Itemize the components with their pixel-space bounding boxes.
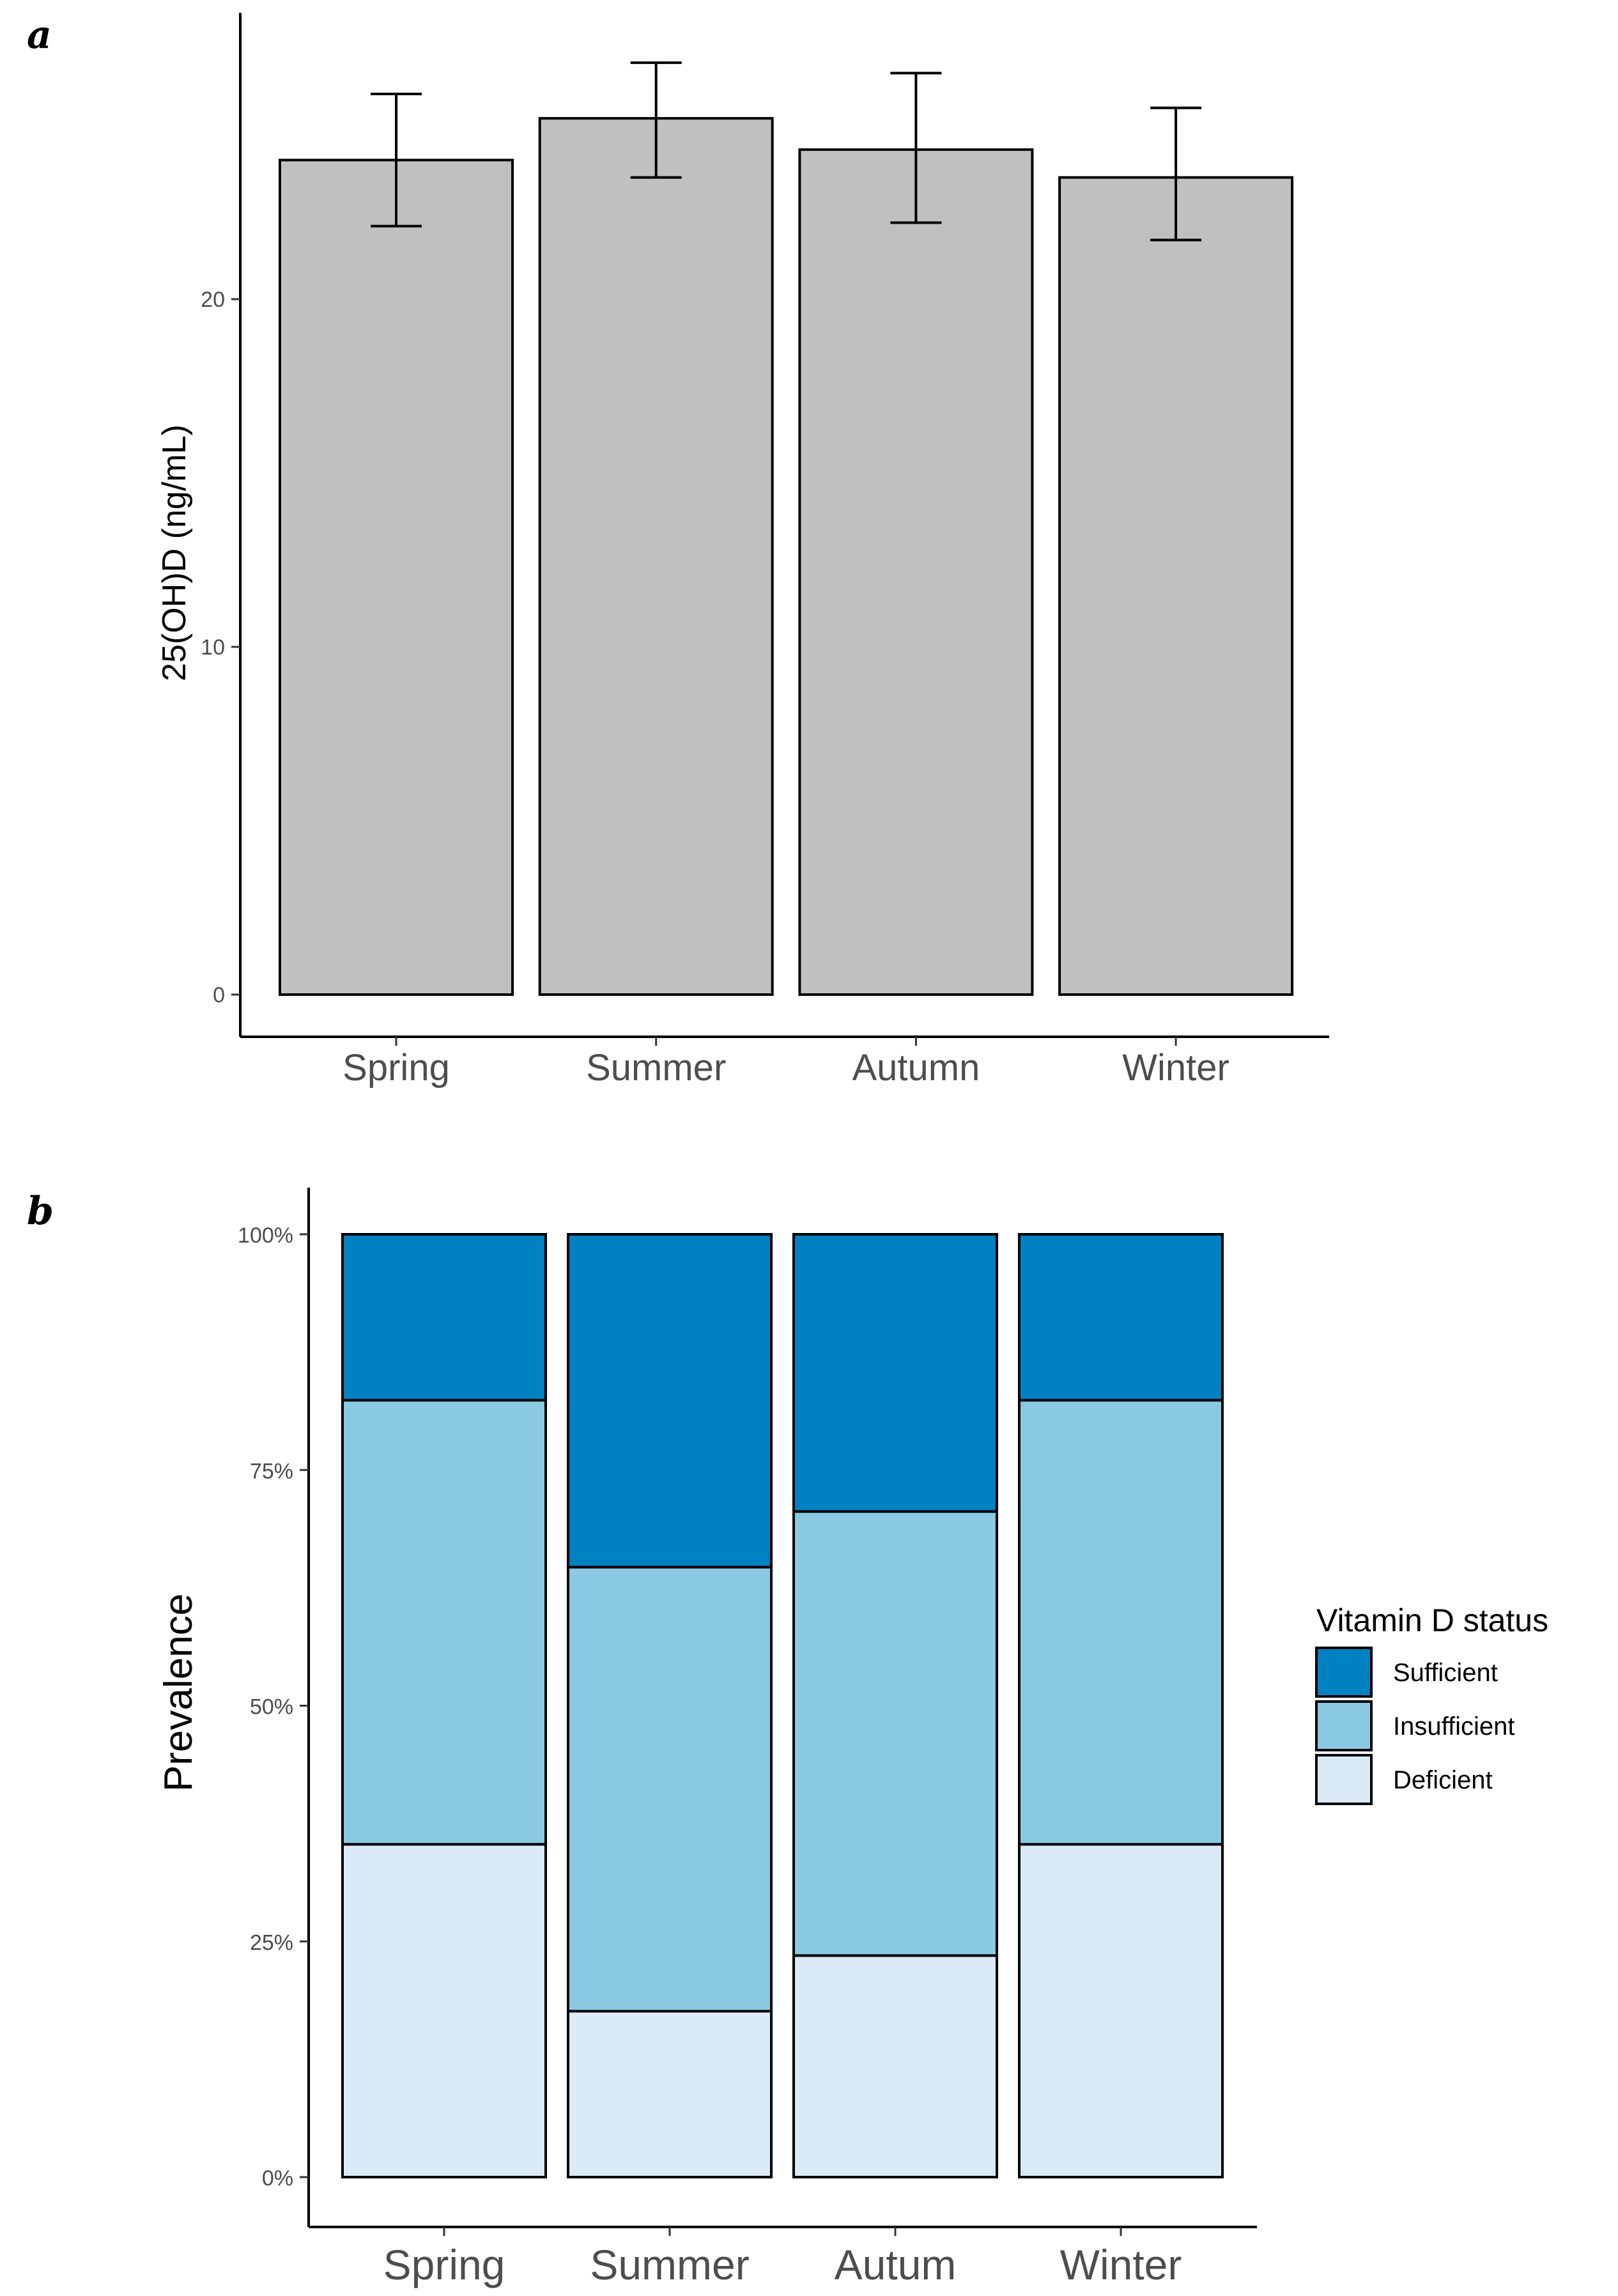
bar-segment-spring-insufficient	[341, 1399, 547, 1846]
panel-b-label: b	[27, 1189, 54, 1234]
bar-segment-summer-deficient	[567, 2010, 773, 2178]
panel-a-chart: a 0 10 20 Spring Summer Autumn Winter 25(OH)D…	[27, 13, 1329, 1089]
legend-swatch-insufficient	[1315, 1700, 1373, 1751]
bar-segment-winter-deficient	[1018, 1843, 1224, 2178]
x-tick-label-summer: Summer	[586, 1047, 726, 1089]
error-bar-summer	[630, 61, 682, 179]
y-tick-label: 50%	[250, 1695, 293, 1719]
legend-item-insufficient: Insufficient	[1315, 1700, 1515, 1751]
bar-segment-winter-insufficient	[1018, 1399, 1224, 1846]
error-bar-autumn	[890, 72, 942, 224]
x-tick-label-autum: Autum	[835, 2241, 957, 2288]
error-bar-spring	[371, 93, 422, 228]
bar-winter	[1058, 176, 1294, 997]
panel-b-chart: b 0% 25% 50% 75% 100% Spring Summer Autum Winte…	[27, 1188, 1548, 2288]
x-tick-label-spring: Spring	[383, 2241, 505, 2288]
legend-swatch-deficient	[1315, 1754, 1373, 1805]
y-tick-label: 0	[213, 983, 225, 1007]
panel-a-label: a	[27, 13, 52, 58]
bar-autumn	[798, 148, 1034, 997]
bar-segment-autum-insufficient	[792, 1510, 998, 1957]
legend-swatch-sufficient	[1315, 1647, 1373, 1698]
panel-a-y-axis-title: 25(OH)D (ng/mL)	[156, 424, 193, 681]
x-tick-label-spring: Spring	[343, 1047, 450, 1089]
legend-label-insufficient: Insufficient	[1393, 1712, 1515, 1741]
panel-b-y-axis-title: Prevalence	[157, 1594, 201, 1792]
legend-item-sufficient: Sufficient	[1315, 1647, 1498, 1698]
legend-label-sufficient: Sufficient	[1393, 1659, 1498, 1687]
x-tick-label-summer: Summer	[590, 2241, 749, 2288]
bar-spring	[279, 159, 514, 996]
y-tick-label: 25%	[250, 1930, 293, 1955]
y-tick-label: 75%	[250, 1459, 293, 1484]
legend: Vitamin D status Sufficient Insufficient D…	[1315, 1602, 1548, 1805]
y-tick-label: 20	[201, 288, 225, 312]
x-tick-label-winter: Winter	[1060, 2241, 1182, 2288]
error-bar-winter	[1150, 106, 1202, 242]
bar-segment-winter-sufficient	[1018, 1233, 1224, 1402]
bar-summer	[538, 117, 774, 996]
y-tick-label: 100%	[238, 1223, 293, 1248]
legend-label-deficient: Deficient	[1393, 1766, 1493, 1794]
bar-segment-spring-sufficient	[341, 1233, 547, 1402]
y-tick-label: 10	[201, 635, 225, 660]
bar-segment-spring-deficient	[341, 1843, 547, 2178]
x-tick-label-autumn: Autumn	[852, 1047, 980, 1089]
legend-item-deficient: Deficient	[1315, 1754, 1493, 1805]
x-tick-label-winter: Winter	[1122, 1047, 1229, 1089]
bar-segment-summer-sufficient	[567, 1233, 773, 1569]
legend-title: Vitamin D status	[1316, 1602, 1548, 1638]
bar-segment-summer-insufficient	[567, 1565, 773, 2013]
bar-segment-autum-sufficient	[792, 1233, 998, 1513]
y-tick-label: 0%	[262, 2166, 293, 2191]
bar-segment-autum-deficient	[792, 1954, 998, 2178]
